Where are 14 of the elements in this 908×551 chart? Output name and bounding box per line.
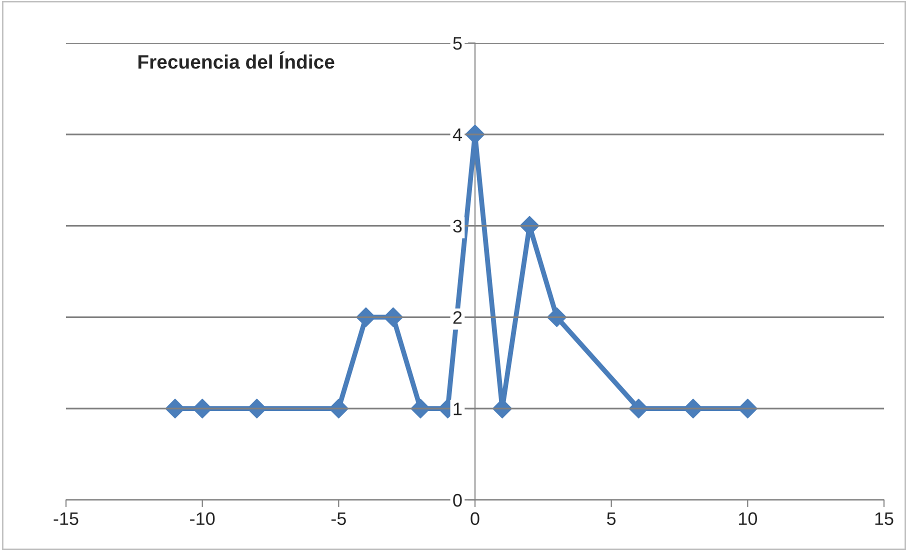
- y-tick-label: 3: [453, 220, 462, 233]
- x-tick-label: 10: [739, 512, 758, 526]
- x-tick-label: -15: [54, 512, 78, 526]
- y-tick-label: 1: [454, 402, 462, 416]
- y-tick-label: 2: [453, 311, 462, 324]
- x-tick-label: 15: [875, 512, 894, 526]
- chart-title: Frecuencia del Índice: [138, 51, 334, 69]
- x-tick-label: -10: [190, 512, 215, 526]
- y-tick-label: 5: [453, 37, 462, 50]
- x-tick-label: 5: [607, 512, 616, 526]
- y-tick-label: 4: [452, 128, 462, 141]
- y-tick-label: 0: [453, 494, 462, 507]
- x-tick-label: 0: [470, 512, 480, 526]
- x-tick-label: -5: [331, 512, 346, 526]
